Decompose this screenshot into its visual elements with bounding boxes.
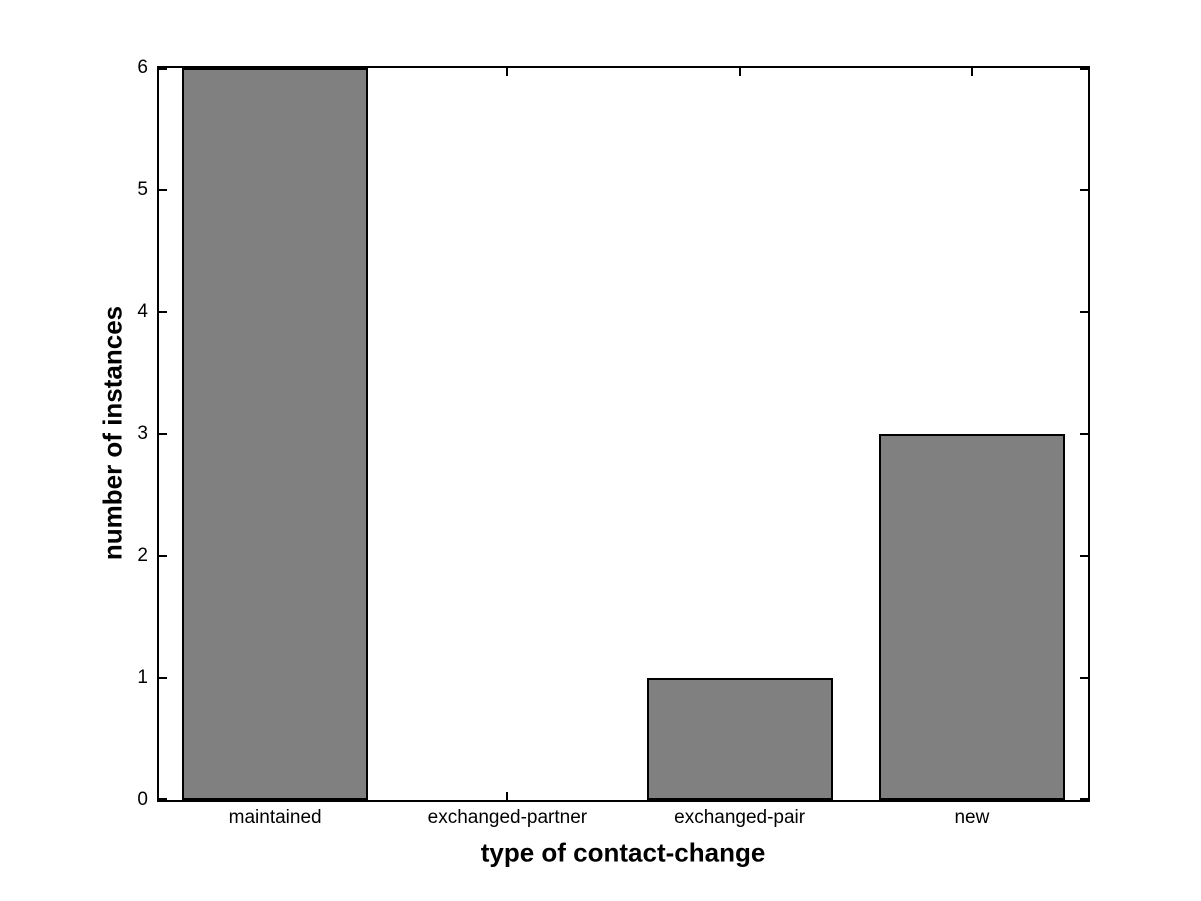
y-axis-tick <box>159 433 167 435</box>
y-axis-tick <box>1080 68 1088 70</box>
bar-new <box>878 434 1065 800</box>
x-tick-label: exchanged-pair <box>674 807 806 828</box>
y-axis-tick <box>159 311 167 313</box>
bar-exchanged-pair <box>646 678 833 800</box>
y-axis-tick <box>159 555 167 557</box>
y-axis-tick <box>1080 189 1088 191</box>
x-tick-label: exchanged-partner <box>427 807 588 828</box>
y-axis-tick <box>159 677 167 679</box>
y-tick-label: 6 <box>137 57 148 78</box>
x-axis-label: type of contact-change <box>480 837 766 868</box>
y-axis-tick <box>1080 677 1088 679</box>
y-tick-label: 4 <box>137 301 148 322</box>
y-axis-tick <box>1080 798 1088 800</box>
y-tick-label: 3 <box>137 423 148 444</box>
x-axis-tick <box>506 68 509 76</box>
x-axis-tick <box>970 68 973 76</box>
y-tick-label: 2 <box>137 545 148 566</box>
bar-maintained <box>182 68 369 800</box>
y-tick-label: 5 <box>137 179 148 200</box>
y-axis-tick <box>1080 555 1088 557</box>
x-axis-tick <box>738 68 741 76</box>
plot-area <box>157 66 1090 802</box>
x-tick-label: new <box>954 807 990 828</box>
y-axis-tick <box>159 798 167 800</box>
y-axis-tick <box>159 189 167 191</box>
x-axis-tick <box>506 792 509 800</box>
y-axis-tick <box>159 68 167 70</box>
y-tick-label: 1 <box>137 667 148 688</box>
y-axis-tick <box>1080 311 1088 313</box>
y-axis-label: number of instances <box>97 305 128 561</box>
y-tick-label: 0 <box>137 789 148 810</box>
y-axis-tick <box>1080 433 1088 435</box>
x-tick-label: maintained <box>228 807 322 828</box>
